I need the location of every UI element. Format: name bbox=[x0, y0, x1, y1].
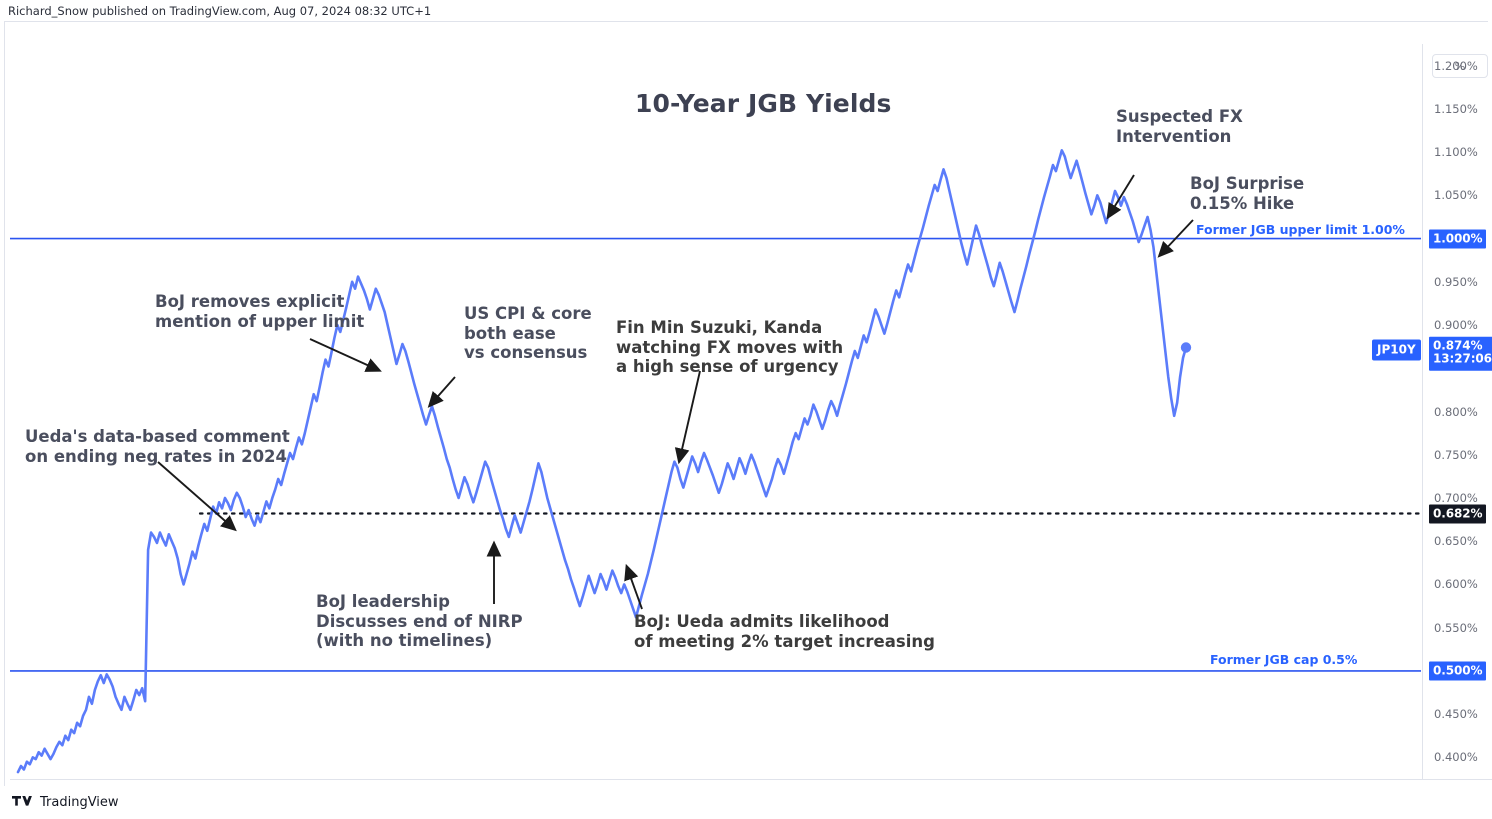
price-axis-tick: 1.050% bbox=[1434, 188, 1478, 203]
footer-bar: TradingView bbox=[0, 786, 1492, 819]
annotation-boj-hike: BoJ Surprise 0.15% Hike bbox=[1190, 174, 1305, 213]
price-axis-tick: 0.450% bbox=[1434, 707, 1478, 722]
price-axis-tick: 0.650% bbox=[1434, 534, 1478, 549]
price-axis-tick: 0.550% bbox=[1434, 620, 1478, 635]
upper-limit-label: Former JGB upper limit 1.00% bbox=[1196, 221, 1405, 237]
price-axis-tick: 1.100% bbox=[1434, 145, 1478, 160]
current-price-value: 0.874% bbox=[1433, 338, 1483, 353]
tradingview-mark-icon bbox=[12, 796, 32, 806]
price-axis-tick: 0.600% bbox=[1434, 577, 1478, 592]
price-axis[interactable]: % 0.400% 0.450% 0.550% 0.600% 0.650% 0.700% 0.… bbox=[1422, 44, 1492, 779]
current-price-time: 13:27:06 bbox=[1433, 352, 1492, 366]
tradingview-wordmark: TradingView bbox=[40, 795, 119, 810]
price-axis-tick: 1.200% bbox=[1434, 58, 1478, 73]
price-label-dotted: 0.682% bbox=[1429, 504, 1487, 524]
annotation-suzuki-kanda: Fin Min Suzuki, Kanda watching FX moves … bbox=[616, 318, 844, 377]
annotation-us-cpi-core: US CPI & core both ease vs consensus bbox=[464, 304, 592, 363]
annotation-suspected-fx: Suspected FX Intervention bbox=[1116, 107, 1243, 146]
price-axis-tick: 0.750% bbox=[1434, 447, 1478, 462]
tradingview-logo: TradingView bbox=[12, 795, 119, 810]
price-label-upper-limit: 1.000% bbox=[1429, 229, 1487, 249]
price-axis-tick: 0.900% bbox=[1434, 318, 1478, 333]
annotation-ueda-2pct: BoJ: Ueda admits likelihood of meeting 2… bbox=[634, 612, 935, 651]
percent-scale-button[interactable]: % bbox=[1432, 54, 1488, 78]
annotation-ueda-neg-rates: Ueda's data-based comment on ending neg … bbox=[25, 427, 290, 466]
annotation-boj-nirp: BoJ leadership Discusses end of NIRP (wi… bbox=[316, 592, 523, 651]
price-label-lower-cap: 0.500% bbox=[1429, 661, 1487, 681]
price-axis-tick: 0.400% bbox=[1434, 750, 1478, 765]
ticker-badge: JP10Y bbox=[1372, 339, 1421, 360]
publisher-bar: Richard_Snow published on TradingView.co… bbox=[0, 0, 1492, 21]
chart-frame: 10-Year JGB Yields Ueda's data-based com… bbox=[4, 21, 1492, 807]
plot-area[interactable]: 10-Year JGB Yields Ueda's data-based com… bbox=[10, 44, 1421, 779]
annotation-boj-upper-limit: BoJ removes explicit mention of upper li… bbox=[155, 292, 365, 331]
price-axis-tick: 0.800% bbox=[1434, 404, 1478, 419]
price-series-svg bbox=[10, 149, 1421, 774]
current-price-label: 0.874% 13:27:06 bbox=[1429, 336, 1492, 371]
lower-cap-label: Former JGB cap 0.5% bbox=[1210, 651, 1358, 667]
price-axis-tick: 0.950% bbox=[1434, 274, 1478, 289]
page-title: 10-Year JGB Yields bbox=[635, 89, 892, 118]
last-price-dot bbox=[1180, 342, 1192, 353]
price-axis-tick: 1.150% bbox=[1434, 101, 1478, 116]
publisher-credit: Richard_Snow published on TradingView.co… bbox=[8, 4, 432, 18]
price-axis-tick: 0.700% bbox=[1434, 490, 1478, 505]
